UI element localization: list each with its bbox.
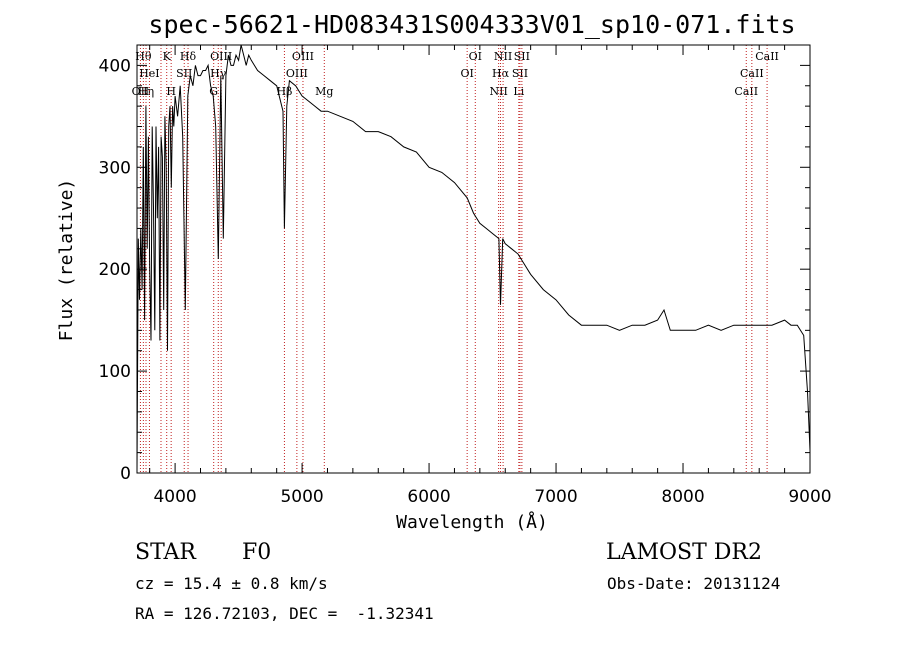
chart-title: spec-56621-HD083431S004333V01_sp10-071.f… — [148, 10, 795, 39]
line-marker-label: Mg — [315, 85, 333, 98]
line-marker-label: SII — [176, 67, 192, 80]
survey-name: LAMOST DR2 — [606, 540, 762, 565]
x-tick-label: 5000 — [280, 487, 323, 507]
line-marker-label: Hθ — [135, 50, 152, 63]
line-marker-label: CaII — [734, 85, 758, 98]
observation-date: Obs-Date: 20131124 — [607, 574, 781, 593]
x-axis-label: Wavelength (Å) — [396, 511, 548, 533]
line-marker-label: K — [163, 50, 172, 63]
line-marker-label: Hη — [138, 85, 154, 98]
coordinates: RA = 126.72103, DEC = -1.32341 — [135, 604, 434, 623]
x-tick-label: 8000 — [661, 487, 704, 507]
line-marker-label: SII — [512, 67, 528, 80]
line-marker-label: OIII — [210, 50, 232, 63]
y-tick-label: 400 — [99, 56, 131, 76]
line-marker-label: Hα — [492, 67, 510, 80]
y-tick-label: 0 — [120, 464, 131, 484]
spectrum-chart: spec-56621-HD083431S004333V01_sp10-071.f… — [56, 10, 832, 533]
line-marker-label: Hγ — [210, 67, 227, 80]
spectrum-line — [136, 44, 811, 472]
y-axis: 0 100 300 200 400 — [99, 44, 810, 484]
line-marker-label: Hδ — [180, 50, 197, 63]
x-tick-label: 4000 — [153, 487, 196, 507]
line-marker-label: H — [166, 85, 176, 98]
y-axis-label: Flux (relative) — [56, 179, 77, 342]
line-marker-label: G — [209, 85, 218, 98]
line-marker-label: CaII — [755, 50, 779, 63]
y-tick-label: 100 — [99, 362, 131, 382]
line-marker-label: NII — [489, 85, 507, 98]
line-marker-label: CaII — [740, 67, 764, 80]
y-tick-label: 200 — [99, 260, 131, 280]
line-marker-label: SII — [514, 50, 530, 63]
line-marker-label: OIII — [286, 67, 308, 80]
x-axis: 4000 5000 6000 7000 8000 9000 — [149, 45, 832, 507]
line-marker-label: OIII — [292, 50, 314, 63]
object-class: STAR — [135, 540, 196, 565]
redshift-cz: cz = 15.4 ± 0.8 km/s — [135, 574, 328, 593]
y-tick-label: 300 — [99, 158, 131, 178]
line-marker-label: OII — [132, 85, 150, 98]
line-marker-label: HeI — [139, 67, 159, 80]
plot-frame — [136, 44, 811, 474]
x-tick-label: 6000 — [407, 487, 450, 507]
x-tick-label: 9000 — [788, 487, 831, 507]
line-marker-label: OI — [469, 50, 482, 63]
x-tick-label: 7000 — [534, 487, 577, 507]
line-marker-label: OI — [460, 67, 473, 80]
emission-line-markers: OIIHθHηHeIKHSIIHδGHγOIIIHβOIIIOIIIMgOIOI… — [132, 45, 779, 473]
line-marker-label: NII — [494, 50, 512, 63]
line-marker-label: Li — [513, 85, 524, 98]
object-subclass: F0 — [242, 540, 272, 565]
